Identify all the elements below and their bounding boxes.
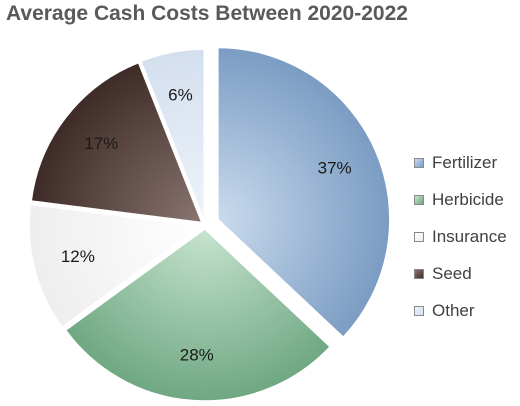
legend: Fertilizer Herbicide Insurance Seed Other bbox=[414, 144, 518, 329]
legend-swatch-other bbox=[414, 305, 424, 316]
legend-label-other: Other bbox=[432, 300, 475, 320]
legend-item-fertilizer: Fertilizer bbox=[414, 144, 518, 181]
data-label-fertilizer: 37% bbox=[318, 158, 352, 177]
data-label-herbicide: 28% bbox=[180, 346, 214, 365]
chart-title: Average Cash Costs Between 2020-2022 bbox=[6, 2, 408, 25]
legend-item-seed: Seed bbox=[414, 255, 518, 292]
legend-swatch-insurance bbox=[414, 231, 424, 242]
legend-item-herbicide: Herbicide bbox=[414, 181, 518, 218]
legend-item-other: Other bbox=[414, 292, 518, 329]
data-label-seed: 17% bbox=[84, 134, 118, 153]
slice-fertilizer bbox=[217, 46, 391, 339]
legend-swatch-herbicide bbox=[414, 194, 424, 205]
data-label-insurance: 12% bbox=[61, 247, 95, 266]
legend-swatch-seed bbox=[414, 268, 424, 279]
slice-other bbox=[139, 48, 205, 222]
legend-label-fertilizer: Fertilizer bbox=[432, 152, 498, 172]
legend-label-insurance: Insurance bbox=[432, 226, 507, 246]
legend-item-insurance: Insurance bbox=[414, 218, 518, 255]
legend-swatch-fertilizer bbox=[414, 157, 424, 168]
legend-label-herbicide: Herbicide bbox=[432, 189, 504, 209]
slice-herbicide bbox=[64, 228, 332, 402]
data-label-other: 6% bbox=[168, 86, 193, 105]
slice-seed bbox=[30, 61, 204, 224]
slice-insurance bbox=[28, 203, 204, 329]
legend-label-seed: Seed bbox=[432, 263, 472, 283]
